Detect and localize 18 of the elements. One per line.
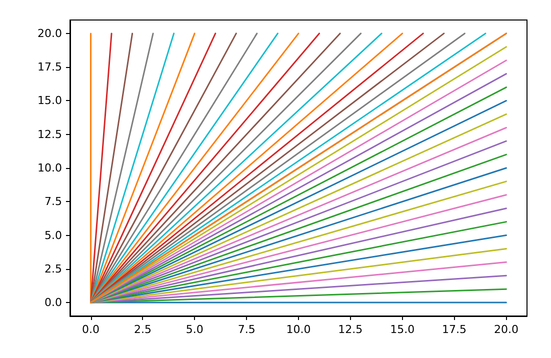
y-tick-label: 10.0 bbox=[38, 162, 62, 174]
x-tick-label: 0.0 bbox=[82, 323, 100, 336]
x-tick-label: 12.5 bbox=[338, 323, 363, 336]
x-tick-label: 10.0 bbox=[286, 323, 311, 336]
y-tick-label: 20.0 bbox=[38, 26, 62, 40]
y-tick-label: 2.5 bbox=[44, 262, 62, 276]
y-tick-label: 17.5 bbox=[38, 60, 62, 74]
x-tick-label: 15.0 bbox=[390, 323, 415, 336]
y-tick-label: 7.5 bbox=[44, 195, 62, 208]
x-tick-label: 5.0 bbox=[186, 323, 204, 336]
y-tick-label: 12.5 bbox=[38, 128, 62, 141]
x-tick-label: 2.5 bbox=[134, 323, 152, 336]
x-tick-label: 7.5 bbox=[238, 323, 256, 336]
y-tick-label: 0.0 bbox=[44, 296, 62, 310]
x-tick-label: 20.0 bbox=[494, 323, 518, 336]
x-tick-label: 17.5 bbox=[442, 323, 467, 336]
y-tick-label: 5.0 bbox=[44, 228, 62, 242]
y-tick-label: 15.0 bbox=[38, 94, 62, 108]
